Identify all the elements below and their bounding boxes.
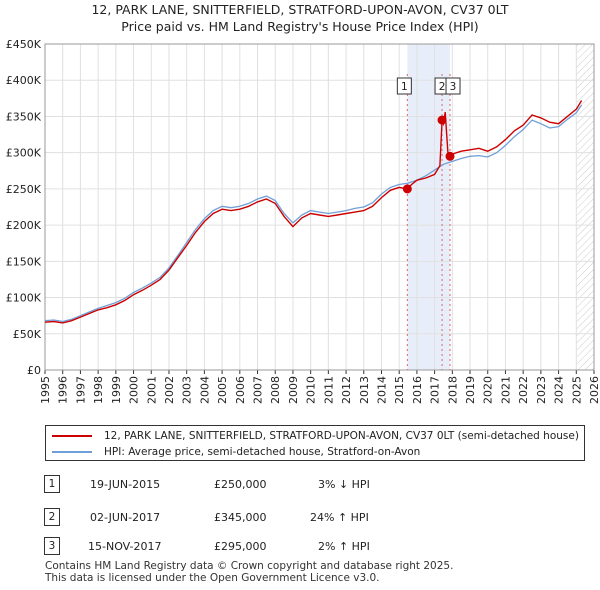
x-tick-label: 2024	[553, 376, 566, 404]
sale-point	[437, 115, 447, 125]
transaction-number: 2	[44, 508, 60, 526]
x-tick-label: 2003	[181, 376, 194, 404]
x-tick-label: 2015	[393, 376, 406, 404]
series-line-property	[44, 100, 583, 324]
transaction-date: 19-JUN-2015	[90, 478, 161, 491]
x-tick-label: 2023	[535, 376, 548, 404]
x-tick-label: 2018	[446, 376, 459, 404]
sale-point	[402, 184, 412, 194]
y-tick-label: £50K	[13, 328, 42, 341]
x-tick-label: 2012	[340, 376, 353, 404]
transaction-date: 02-JUN-2017	[90, 511, 161, 524]
transaction-row: 2 02-JUN-2017 £345,000 24% ↑ HPI	[0, 508, 600, 528]
x-tick-label: 2021	[499, 376, 512, 404]
x-tick-label: 2011	[322, 376, 335, 404]
footer-copyright: Contains HM Land Registry data © Crown c…	[45, 560, 454, 572]
sale-label: 2	[439, 81, 446, 93]
transaction-row: 1 19-JUN-2015 £250,000 3% ↓ HPI	[0, 475, 600, 495]
x-tick-label: 2022	[517, 376, 530, 404]
x-tick-label: 1999	[110, 376, 123, 404]
transaction-row: 3 15-NOV-2017 £295,000 2% ↑ HPI	[0, 537, 600, 557]
x-tick-label: 2017	[429, 376, 442, 404]
plot-frame	[44, 43, 595, 371]
y-tick-label: £300K	[6, 147, 42, 160]
forecast-hatch	[576, 44, 594, 370]
legend-item-hpi: HPI: Average price, semi-detached house,…	[52, 444, 420, 460]
transaction-number: 1	[44, 475, 60, 493]
x-tick-label: 2013	[358, 376, 371, 404]
legend-swatch-property	[52, 435, 92, 437]
transaction-price: £345,000	[214, 511, 267, 524]
x-tick-label: 2001	[145, 376, 158, 404]
x-tick-label: 2025	[570, 376, 583, 404]
legend: 12, PARK LANE, SNITTERFIELD, STRATFORD-U…	[45, 425, 585, 461]
x-tick-label: 2002	[163, 376, 176, 404]
y-tick-label: £0	[27, 364, 41, 377]
x-tick-label: 2010	[305, 376, 318, 404]
x-tick-label: 2006	[234, 376, 247, 404]
transaction-price: £295,000	[214, 540, 267, 553]
x-tick-label: 2019	[464, 376, 477, 404]
transaction-date: 15-NOV-2017	[88, 540, 162, 553]
x-tick-label: 2004	[198, 376, 211, 404]
x-tick-label: 2008	[269, 376, 282, 404]
sale-label-box	[396, 77, 412, 95]
series-line-hpi	[44, 104, 583, 323]
transaction-hpi: 3% ↓ HPI	[318, 478, 370, 491]
y-tick-label: £400K	[6, 74, 42, 87]
legend-label-property: 12, PARK LANE, SNITTERFIELD, STRATFORD-U…	[104, 430, 579, 442]
legend-item-property: 12, PARK LANE, SNITTERFIELD, STRATFORD-U…	[52, 428, 579, 444]
x-tick-label: 2005	[216, 376, 229, 404]
y-tick-label: £250K	[6, 183, 42, 196]
y-tick-label: £150K	[6, 255, 42, 268]
sale-label: 3	[450, 81, 457, 93]
y-tick-label: £200K	[6, 219, 42, 232]
price-chart: £0 £50K £100K £150K £200K £250K £300K £350K £400…	[6, 38, 600, 404]
transaction-hpi: 2% ↑ HPI	[318, 540, 370, 553]
x-tick-label: 2026	[588, 376, 600, 404]
sale-period-shade	[407, 44, 451, 370]
y-tick-label: £450K	[6, 38, 42, 51]
transaction-price: £250,000	[214, 478, 267, 491]
sale-label-box	[445, 77, 461, 95]
chart-title: 12, PARK LANE, SNITTERFIELD, STRATFORD-U…	[91, 2, 509, 17]
y-tick-label: £350K	[6, 110, 42, 123]
x-tick-label: 1996	[57, 376, 70, 404]
x-tick-label: 1998	[92, 376, 105, 404]
transaction-number: 3	[44, 537, 60, 555]
y-tick-label: £100K	[6, 292, 42, 305]
footer-licence: This data is licensed under the Open Gov…	[45, 572, 380, 584]
legend-label-hpi: HPI: Average price, semi-detached house,…	[104, 446, 421, 458]
plot-area	[45, 44, 594, 370]
x-tick-label: 1995	[39, 376, 52, 404]
x-tick-label: 2020	[482, 376, 495, 404]
sale-label: 1	[401, 81, 408, 93]
x-tick-label: 2000	[128, 376, 141, 404]
x-tick-label: 2007	[252, 376, 265, 404]
x-tick-label: 2009	[287, 376, 300, 404]
x-tick-label: 2014	[375, 376, 388, 404]
legend-swatch-hpi	[52, 451, 92, 453]
chart-subtitle: Price paid vs. HM Land Registry's House …	[121, 19, 479, 34]
sale-point	[445, 151, 455, 161]
x-tick-label: 2016	[411, 376, 424, 404]
x-tick-label: 1997	[74, 376, 87, 404]
transaction-hpi: 24% ↑ HPI	[310, 511, 369, 524]
